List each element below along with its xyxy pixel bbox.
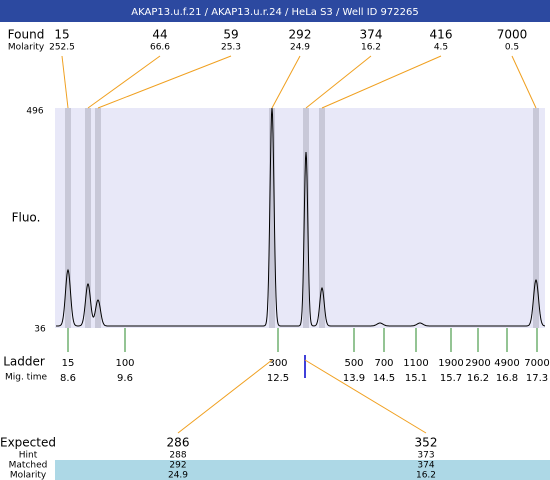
mig-time: 16.2: [467, 373, 489, 384]
ladder-size: 300: [268, 358, 287, 369]
mig-time: 15.1: [405, 373, 427, 384]
found-size: 59: [223, 28, 238, 42]
found-size: 292: [289, 28, 312, 42]
ladder-size: 500: [344, 358, 363, 369]
found-molarity: 24.9: [290, 43, 310, 53]
found-connector: [271, 55, 301, 109]
ladder-size: 700: [374, 358, 393, 369]
mig-time: 14.5: [373, 373, 395, 384]
expected-connector: [177, 359, 273, 434]
molarity-label: Molarity: [10, 471, 47, 480]
hint-size: 373: [417, 451, 434, 461]
mig-time: 15.7: [440, 373, 462, 384]
expected-size: 286: [167, 436, 190, 450]
found-connector: [97, 55, 232, 109]
mig-time-label: Mig. time: [5, 373, 47, 383]
ladder-label: Ladder: [3, 355, 45, 369]
mig-time: 8.6: [60, 373, 76, 384]
peak-band: [319, 108, 325, 328]
peak-band: [533, 108, 539, 328]
found-size: 416: [430, 28, 453, 42]
matched-label: Matched: [9, 461, 48, 471]
y-max-label: 496: [26, 107, 43, 117]
mig-time: 12.5: [267, 373, 289, 384]
peak-band: [95, 108, 101, 328]
mig-time: 16.8: [496, 373, 518, 384]
expected-connector: [304, 359, 427, 434]
hint-label: Hint: [19, 451, 38, 461]
matched-molarity: 24.9: [168, 471, 188, 480]
expected-label: Expected: [0, 436, 56, 450]
matched-row-bg: [55, 460, 550, 480]
plot-area: [55, 108, 545, 328]
ladder-size: 2900: [465, 358, 490, 369]
header-title: AKAP13.u.f.21 / AKAP13.u.r.24 / HeLa S3 …: [131, 7, 418, 18]
y-axis-label: Fluo.: [12, 211, 41, 225]
found-connector: [61, 55, 69, 109]
ladder-size: 1900: [438, 358, 463, 369]
found-size: 44: [152, 28, 167, 42]
found-connector: [511, 55, 537, 109]
matched-size: 292: [169, 461, 186, 471]
found-molarity: 66.6: [150, 43, 170, 53]
ladder-size: 1100: [403, 358, 428, 369]
found-molarity: 25.3: [221, 43, 241, 53]
mig-time: 13.9: [343, 373, 365, 384]
mig-time: 17.3: [526, 373, 548, 384]
found-molarity: 0.5: [505, 43, 519, 53]
peak-band: [65, 108, 71, 328]
found-molarity: 16.2: [361, 43, 381, 53]
mig-time: 9.6: [117, 373, 133, 384]
expected-size: 352: [415, 436, 438, 450]
found-connector: [87, 55, 161, 109]
found-connector: [321, 55, 442, 109]
found-molarity-label: Molarity: [8, 43, 45, 53]
found-size: 15: [54, 28, 69, 42]
found-molarity: 252.5: [49, 43, 75, 53]
header-bar: [0, 0, 550, 22]
found-label: Found: [8, 28, 45, 42]
found-size: 374: [360, 28, 383, 42]
y-min-label: 36: [34, 325, 46, 335]
ladder-size: 7000: [524, 358, 549, 369]
ladder-size: 100: [115, 358, 134, 369]
found-connector: [305, 55, 372, 109]
peak-band: [303, 108, 309, 328]
trace: [56, 107, 545, 327]
matched-molarity: 16.2: [416, 471, 436, 480]
matched-size: 374: [417, 461, 434, 471]
peak-band: [269, 108, 275, 328]
peak-band: [85, 108, 91, 328]
ladder-size: 4900: [494, 358, 519, 369]
hint-size: 288: [169, 451, 186, 461]
ladder-size: 15: [62, 358, 75, 369]
found-size: 7000: [497, 28, 528, 42]
found-molarity: 4.5: [434, 43, 448, 53]
